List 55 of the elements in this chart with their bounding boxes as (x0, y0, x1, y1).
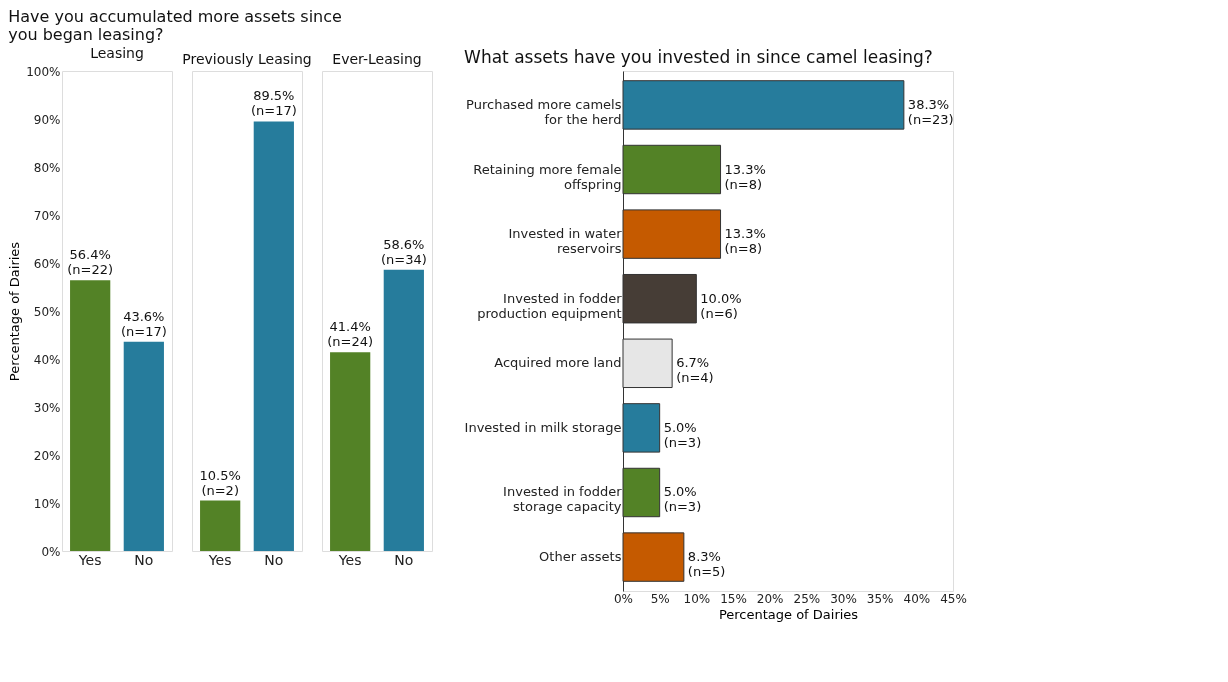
y-tick-label: Other assets (539, 549, 622, 565)
y-tick-label: 40% (33, 352, 61, 367)
x-tick-label: 25% (793, 591, 821, 606)
y-tick-label: Purchased more camels for the herd (466, 96, 622, 127)
y-tick-label: Invested in fodder production equipment (477, 290, 623, 321)
y-tick-label: 100% (26, 64, 61, 79)
chart-title: What assets have you invested in since camel leasing? (464, 47, 933, 67)
data-label: 41.4% (n=24) (327, 319, 374, 350)
data-label: 10.0% (n=6) (700, 290, 742, 321)
data-label: 5.0% (n=3) (663, 484, 702, 515)
data-label: 13.3% (n=8) (724, 161, 766, 192)
data-label: 5.0% (n=3) (663, 419, 702, 450)
x-tick-label: 30% (830, 591, 857, 606)
y-tick-label: 20% (33, 448, 61, 463)
x-tick-label: 20% (756, 591, 784, 606)
x-tick-label: No (264, 551, 284, 568)
x-tick-label: No (394, 551, 414, 568)
y-tick-label: 90% (33, 112, 61, 127)
y-tick-label: Invested in milk storage (464, 419, 622, 435)
y-tick-label: 70% (33, 208, 61, 223)
x-tick-label: 40% (903, 591, 931, 606)
y-tick-label: Retaining more female offspring (473, 161, 622, 192)
data-label: 10.5% (n=2) (199, 467, 241, 498)
x-tick-label: No (134, 551, 154, 568)
y-tick-label: 50% (33, 304, 61, 319)
data-label: 89.5% (n=17) (250, 88, 297, 119)
x-tick-label: 0% (613, 591, 634, 606)
data-label: 13.3% (n=8) (724, 226, 766, 257)
y-tick-label: 30% (33, 400, 61, 415)
y-tick-label: Invested in water reservoirs (508, 226, 623, 257)
y-tick-label: 10% (33, 496, 61, 511)
x-tick-label: 45% (940, 591, 967, 606)
x-tick-label: Yes (207, 551, 232, 568)
y-tick-label: Acquired more land (494, 355, 622, 371)
data-label: 38.3% (n=23) (907, 96, 954, 127)
data-label: 56.4% (n=22) (67, 247, 114, 278)
chart-subtitle: Ever-Leasing (332, 51, 422, 67)
data-label: 6.7% (n=4) (676, 355, 714, 386)
x-tick-label: 10% (683, 591, 711, 606)
x-tick-label: 35% (866, 591, 894, 606)
x-tick-label: 15% (720, 591, 747, 606)
chart-subtitle: Leasing (90, 45, 144, 61)
y-tick-label: Invested in fodder storage capacity (503, 484, 623, 515)
chart-subtitle: Previously Leasing (182, 51, 312, 67)
x-tick-label: 5% (650, 591, 670, 606)
x-tick-label: Yes (77, 551, 102, 568)
y-axis-title: Percentage of Dairies (7, 241, 23, 382)
chart-title: Have you accumulated more assets since you began leasing? (8, 6, 342, 44)
x-axis-title: Percentage of Dairies (718, 606, 859, 622)
data-label: 58.6% (n=34) (380, 236, 427, 267)
y-tick-label: 80% (33, 160, 61, 175)
y-tick-label: 60% (33, 256, 61, 271)
x-tick-label: Yes (337, 551, 362, 568)
data-label: 8.3% (n=5) (687, 549, 726, 580)
data-label: 43.6% (n=17) (120, 308, 167, 339)
